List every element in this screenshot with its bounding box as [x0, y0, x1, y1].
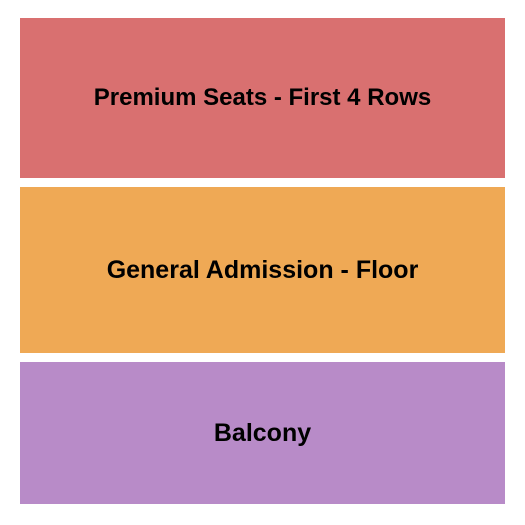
section-premium-seats[interactable]: Premium Seats - First 4 Rows	[20, 18, 505, 178]
section-label: General Admission - Floor	[107, 256, 419, 285]
section-general-admission[interactable]: General Admission - Floor	[20, 187, 505, 353]
seating-chart: Premium Seats - First 4 Rows General Adm…	[20, 18, 505, 507]
section-label: Premium Seats - First 4 Rows	[94, 84, 431, 112]
section-label: Balcony	[214, 419, 311, 448]
section-balcony[interactable]: Balcony	[20, 362, 505, 504]
